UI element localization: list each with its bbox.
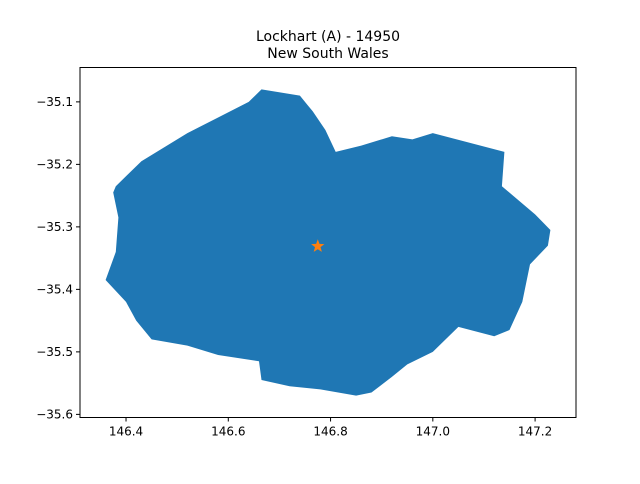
x-tick-label: 146.6	[211, 425, 245, 439]
y-tick-label: −35.2	[36, 157, 73, 171]
chart-subtitle: New South Wales	[267, 46, 388, 62]
y-tick-label: −35.5	[36, 345, 73, 359]
y-tick-label: −35.6	[36, 407, 73, 421]
plot-area	[105, 89, 551, 396]
y-axis: −35.1 −35.2 −35.3 −35.4 −35.5 −35.6	[36, 95, 80, 421]
axes-frame	[79, 67, 577, 418]
x-tick-label: 146.4	[109, 425, 143, 439]
x-tick-label: 147.2	[518, 425, 552, 439]
x-axis: 146.4 146.6 146.8 147.0 147.2	[109, 417, 552, 439]
centroid-star-marker	[311, 239, 325, 252]
chart-title: Lockhart (A) - 14950	[256, 29, 400, 45]
region-polygon	[105, 89, 551, 396]
x-tick-label: 147.0	[416, 425, 450, 439]
x-tick-label: 146.8	[313, 425, 347, 439]
y-tick-label: −35.3	[36, 220, 73, 234]
y-tick-label: −35.1	[36, 95, 73, 109]
y-tick-label: −35.4	[36, 282, 73, 296]
